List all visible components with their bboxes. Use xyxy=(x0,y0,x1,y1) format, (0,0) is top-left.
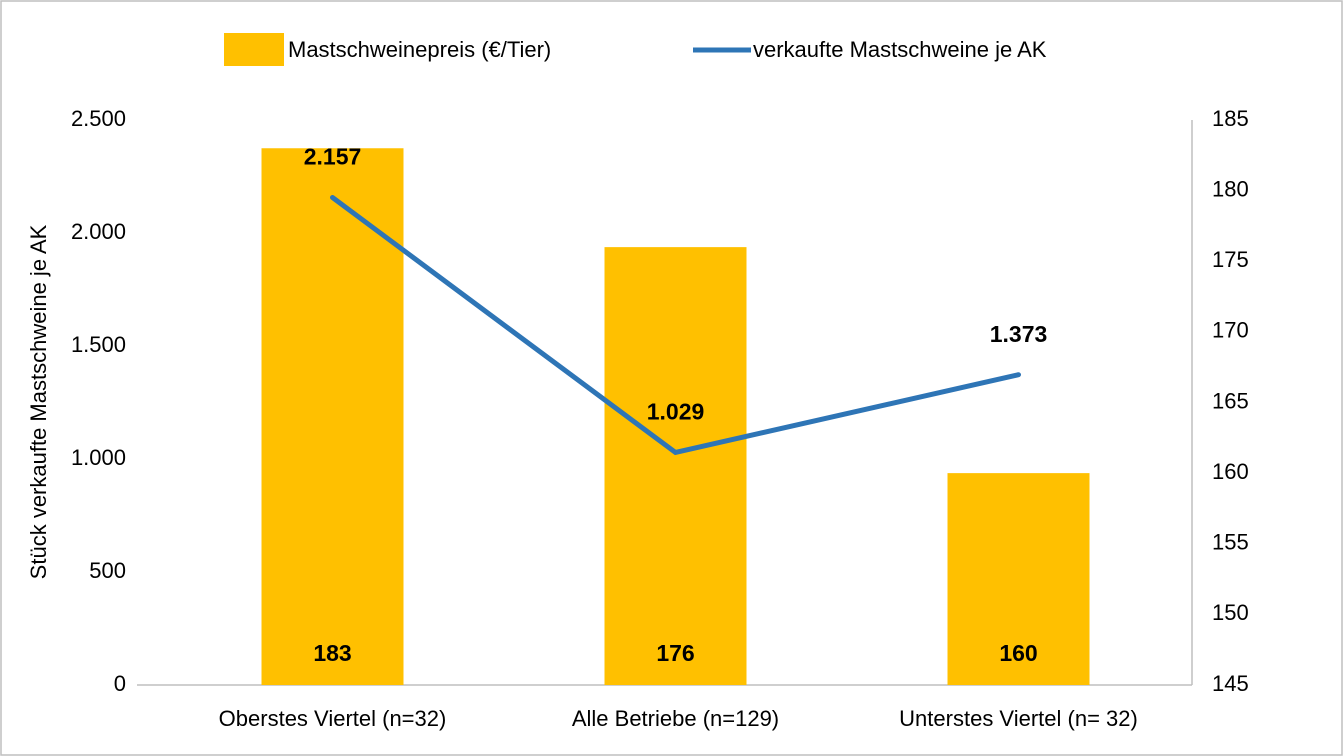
y2-tick-label: 165 xyxy=(1212,388,1249,413)
y2-tick-label: 145 xyxy=(1212,671,1249,696)
legend-swatch xyxy=(224,33,284,66)
bar-value-label: 176 xyxy=(656,640,694,666)
y2-tick-label: 180 xyxy=(1212,176,1249,201)
y2-tick-label: 155 xyxy=(1212,530,1249,555)
line-value-label: 1.029 xyxy=(647,399,705,425)
bar xyxy=(947,473,1090,685)
y-tick-label: 500 xyxy=(89,558,126,583)
x-tick-label: Unterstes Viertel (n= 32) xyxy=(899,706,1138,731)
y-tick-label: 2.500 xyxy=(71,106,126,131)
y2-tick-label: 160 xyxy=(1212,459,1249,484)
y2-tick-label: 170 xyxy=(1212,318,1249,343)
y-axis-label: Stück verkaufte Mastschweine je AK xyxy=(26,224,51,579)
x-tick-label: Alle Betriebe (n=129) xyxy=(572,706,779,731)
bar-value-label: 183 xyxy=(313,640,351,666)
y2-tick-label: 175 xyxy=(1212,247,1249,272)
line-value-label: 1.373 xyxy=(990,321,1048,347)
line-value-label: 2.157 xyxy=(304,144,362,170)
line xyxy=(330,195,1021,456)
y-tick-label: 1.000 xyxy=(71,445,126,470)
legend-label: verkaufte Mastschweine je AK xyxy=(753,37,1047,62)
bar xyxy=(604,247,747,685)
bar xyxy=(261,148,404,685)
y-tick-label: 2.000 xyxy=(71,219,126,244)
y-tick-label: 0 xyxy=(114,671,126,696)
legend-label: Mastschweinepreis (€/Tier) xyxy=(288,37,551,62)
y2-tick-label: 150 xyxy=(1212,600,1249,625)
y-tick-label: 1.500 xyxy=(71,332,126,357)
bar-value-label: 160 xyxy=(999,640,1037,666)
y2-tick-label: 185 xyxy=(1212,106,1249,131)
x-tick-label: Oberstes Viertel (n=32) xyxy=(219,706,447,731)
